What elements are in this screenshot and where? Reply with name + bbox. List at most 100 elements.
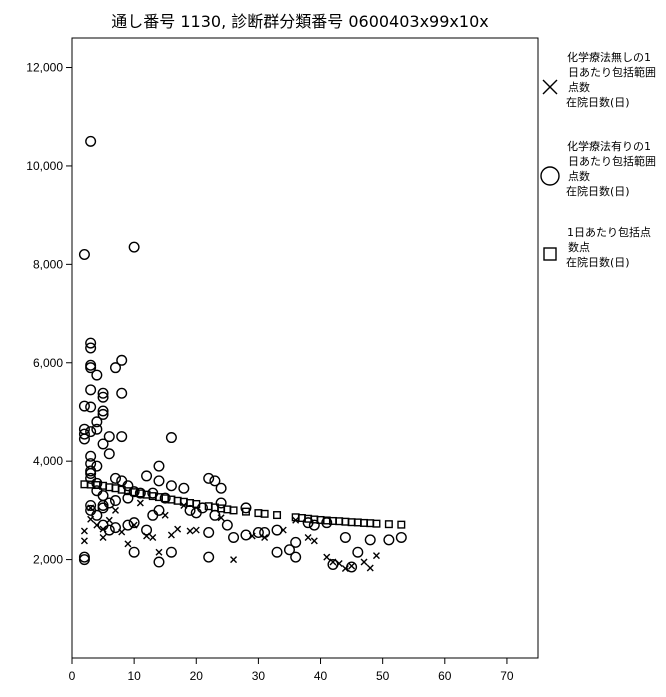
data-point-x	[366, 564, 374, 572]
data-point-circle	[122, 519, 134, 531]
legend-label: 点数	[568, 81, 590, 94]
data-point-x	[155, 548, 163, 556]
legend-label: 在院日数(日)	[566, 255, 630, 269]
x-tick-label: 50	[376, 669, 390, 683]
data-point-circle	[78, 428, 90, 440]
data-point-circle	[327, 559, 339, 571]
x-tick-label: 20	[190, 669, 204, 683]
data-point-circle	[78, 249, 90, 261]
data-point-circle	[346, 561, 358, 573]
data-point-circle	[91, 369, 103, 381]
data-point-circle	[147, 509, 159, 521]
data-point-circle	[153, 556, 165, 568]
x-axis: 0 10 20 30 40 50 60 70	[69, 658, 514, 683]
data-point-circle	[203, 527, 215, 539]
data-point-x	[149, 533, 157, 541]
data-point-circle	[165, 432, 177, 444]
data-point-x	[323, 553, 331, 561]
data-point-circle	[228, 531, 240, 543]
data-point-circle	[271, 546, 283, 558]
y-tick-label: 12,000	[26, 61, 63, 75]
data-point-x	[136, 499, 144, 507]
data-point-x	[124, 540, 132, 548]
data-point-circle	[203, 472, 215, 484]
legend-label: 数点	[568, 241, 590, 254]
legend-marker-square	[543, 247, 557, 261]
data-point-x	[360, 558, 368, 566]
data-point-circle	[203, 551, 215, 563]
data-point-x	[310, 537, 318, 545]
data-point-circle	[85, 342, 97, 354]
data-point-square	[229, 506, 238, 515]
data-point-circle	[85, 135, 97, 147]
x-tick-label: 70	[500, 669, 514, 683]
data-point-circle	[91, 509, 103, 521]
data-point-circle	[116, 475, 128, 487]
data-point-circle	[85, 337, 97, 349]
data-point-x	[230, 556, 238, 564]
data-point-circle	[109, 362, 121, 374]
data-point-circle	[221, 519, 233, 531]
data-point-x	[167, 531, 175, 539]
data-point-circle	[383, 534, 395, 546]
data-point-x	[372, 552, 380, 560]
data-point-circle	[153, 475, 165, 487]
data-point-square	[241, 507, 250, 516]
y-tick-label: 4,000	[33, 454, 63, 468]
data-point-circle	[103, 431, 115, 443]
data-point-circle	[116, 431, 128, 443]
data-point-circle	[352, 546, 364, 558]
data-point-square	[260, 509, 269, 518]
data-point-square	[384, 520, 393, 529]
data-point-circle	[85, 384, 97, 396]
data-point-circle	[153, 460, 165, 472]
y-tick-label: 2,000	[33, 553, 63, 567]
data-point-circle	[128, 546, 140, 558]
data-point-circle	[97, 502, 109, 514]
data-point-circle	[165, 480, 177, 492]
data-point-circle	[116, 387, 128, 399]
data-point-circle	[103, 448, 115, 460]
y-tick-label: 8,000	[33, 257, 63, 271]
data-point-square	[273, 511, 282, 520]
data-point-circle	[252, 527, 264, 539]
data-point-square	[372, 519, 381, 528]
data-point-circle	[128, 517, 140, 529]
legend-label: 化学療法有りの1	[567, 139, 651, 153]
legend-label: 点数	[568, 170, 590, 183]
y-tick-label: 10,000	[26, 159, 63, 173]
data-point-circle	[103, 524, 115, 536]
data-point-circle	[103, 497, 115, 509]
data-point-circle	[91, 460, 103, 472]
legend: 化学療法無しの1日あたり包括範囲点数在院日数(日)化学療法有りの1日あたり包括範…	[540, 50, 656, 269]
legend-marker-x	[542, 79, 558, 95]
data-point-circle	[78, 400, 90, 412]
data-point-circle	[290, 551, 302, 563]
data-point-circle	[97, 391, 109, 403]
data-point-circle	[97, 387, 109, 399]
data-point-x	[186, 527, 194, 535]
series-square	[80, 480, 406, 529]
data-point-circle	[85, 467, 97, 479]
data-point-circle	[165, 546, 177, 558]
data-point-circle	[128, 486, 140, 498]
legend-label: 1日あたり包括点	[567, 225, 651, 239]
plot-area-frame	[71, 37, 539, 659]
legend-marker-circle	[540, 166, 560, 186]
data-point-x	[304, 533, 312, 541]
data-point-circle	[97, 438, 109, 450]
data-point-circle	[141, 524, 153, 536]
data-point-circle	[109, 495, 121, 507]
data-point-circle	[134, 487, 146, 499]
data-point-x	[348, 562, 356, 570]
data-point-circle	[78, 433, 90, 445]
data-point-circle	[395, 531, 407, 543]
data-point-circle	[85, 450, 97, 462]
data-point-circle	[271, 524, 283, 536]
data-point-circle	[215, 482, 227, 494]
data-point-circle	[184, 504, 196, 516]
data-point-circle	[85, 362, 97, 374]
data-point-x	[80, 537, 88, 545]
data-point-circle	[109, 472, 121, 484]
